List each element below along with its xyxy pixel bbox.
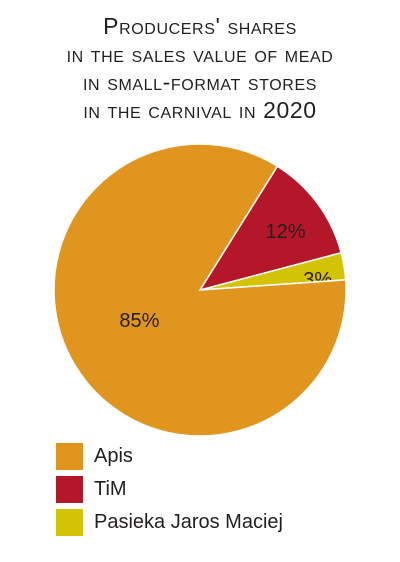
legend-swatch-tim	[56, 476, 83, 503]
chart-title-line-1: Producers' shares	[103, 13, 297, 39]
legend-label-pasieka-jaros-maciej: Pasieka Jaros Maciej	[94, 511, 283, 533]
chart-title-line-4: in the carnival in 2020	[83, 97, 317, 123]
legend-label-tim: TiM	[94, 478, 127, 500]
legend-swatch-apis	[56, 443, 83, 470]
chart-title-line-2: in the sales value of mead	[66, 41, 334, 67]
chart-title-line-3: in small-format stores	[83, 69, 317, 95]
data-label-tim: 12%	[266, 221, 306, 243]
legend-item-pasieka-jaros-maciej: Pasieka Jaros Maciej	[56, 506, 283, 539]
legend-item-apis: Apis	[56, 440, 283, 473]
chart-title: Producers' shares in the sales value of …	[0, 12, 400, 124]
legend-swatch-pasieka-jaros-maciej	[56, 509, 83, 536]
legend: Apis TiM Pasieka Jaros Maciej	[56, 440, 283, 539]
legend-item-tim: TiM	[56, 473, 283, 506]
data-label-apis: 85%	[119, 310, 159, 332]
pie-slice-apis	[53, 143, 347, 437]
pie-slice-tim	[198, 165, 343, 292]
legend-label-apis: Apis	[94, 445, 133, 467]
